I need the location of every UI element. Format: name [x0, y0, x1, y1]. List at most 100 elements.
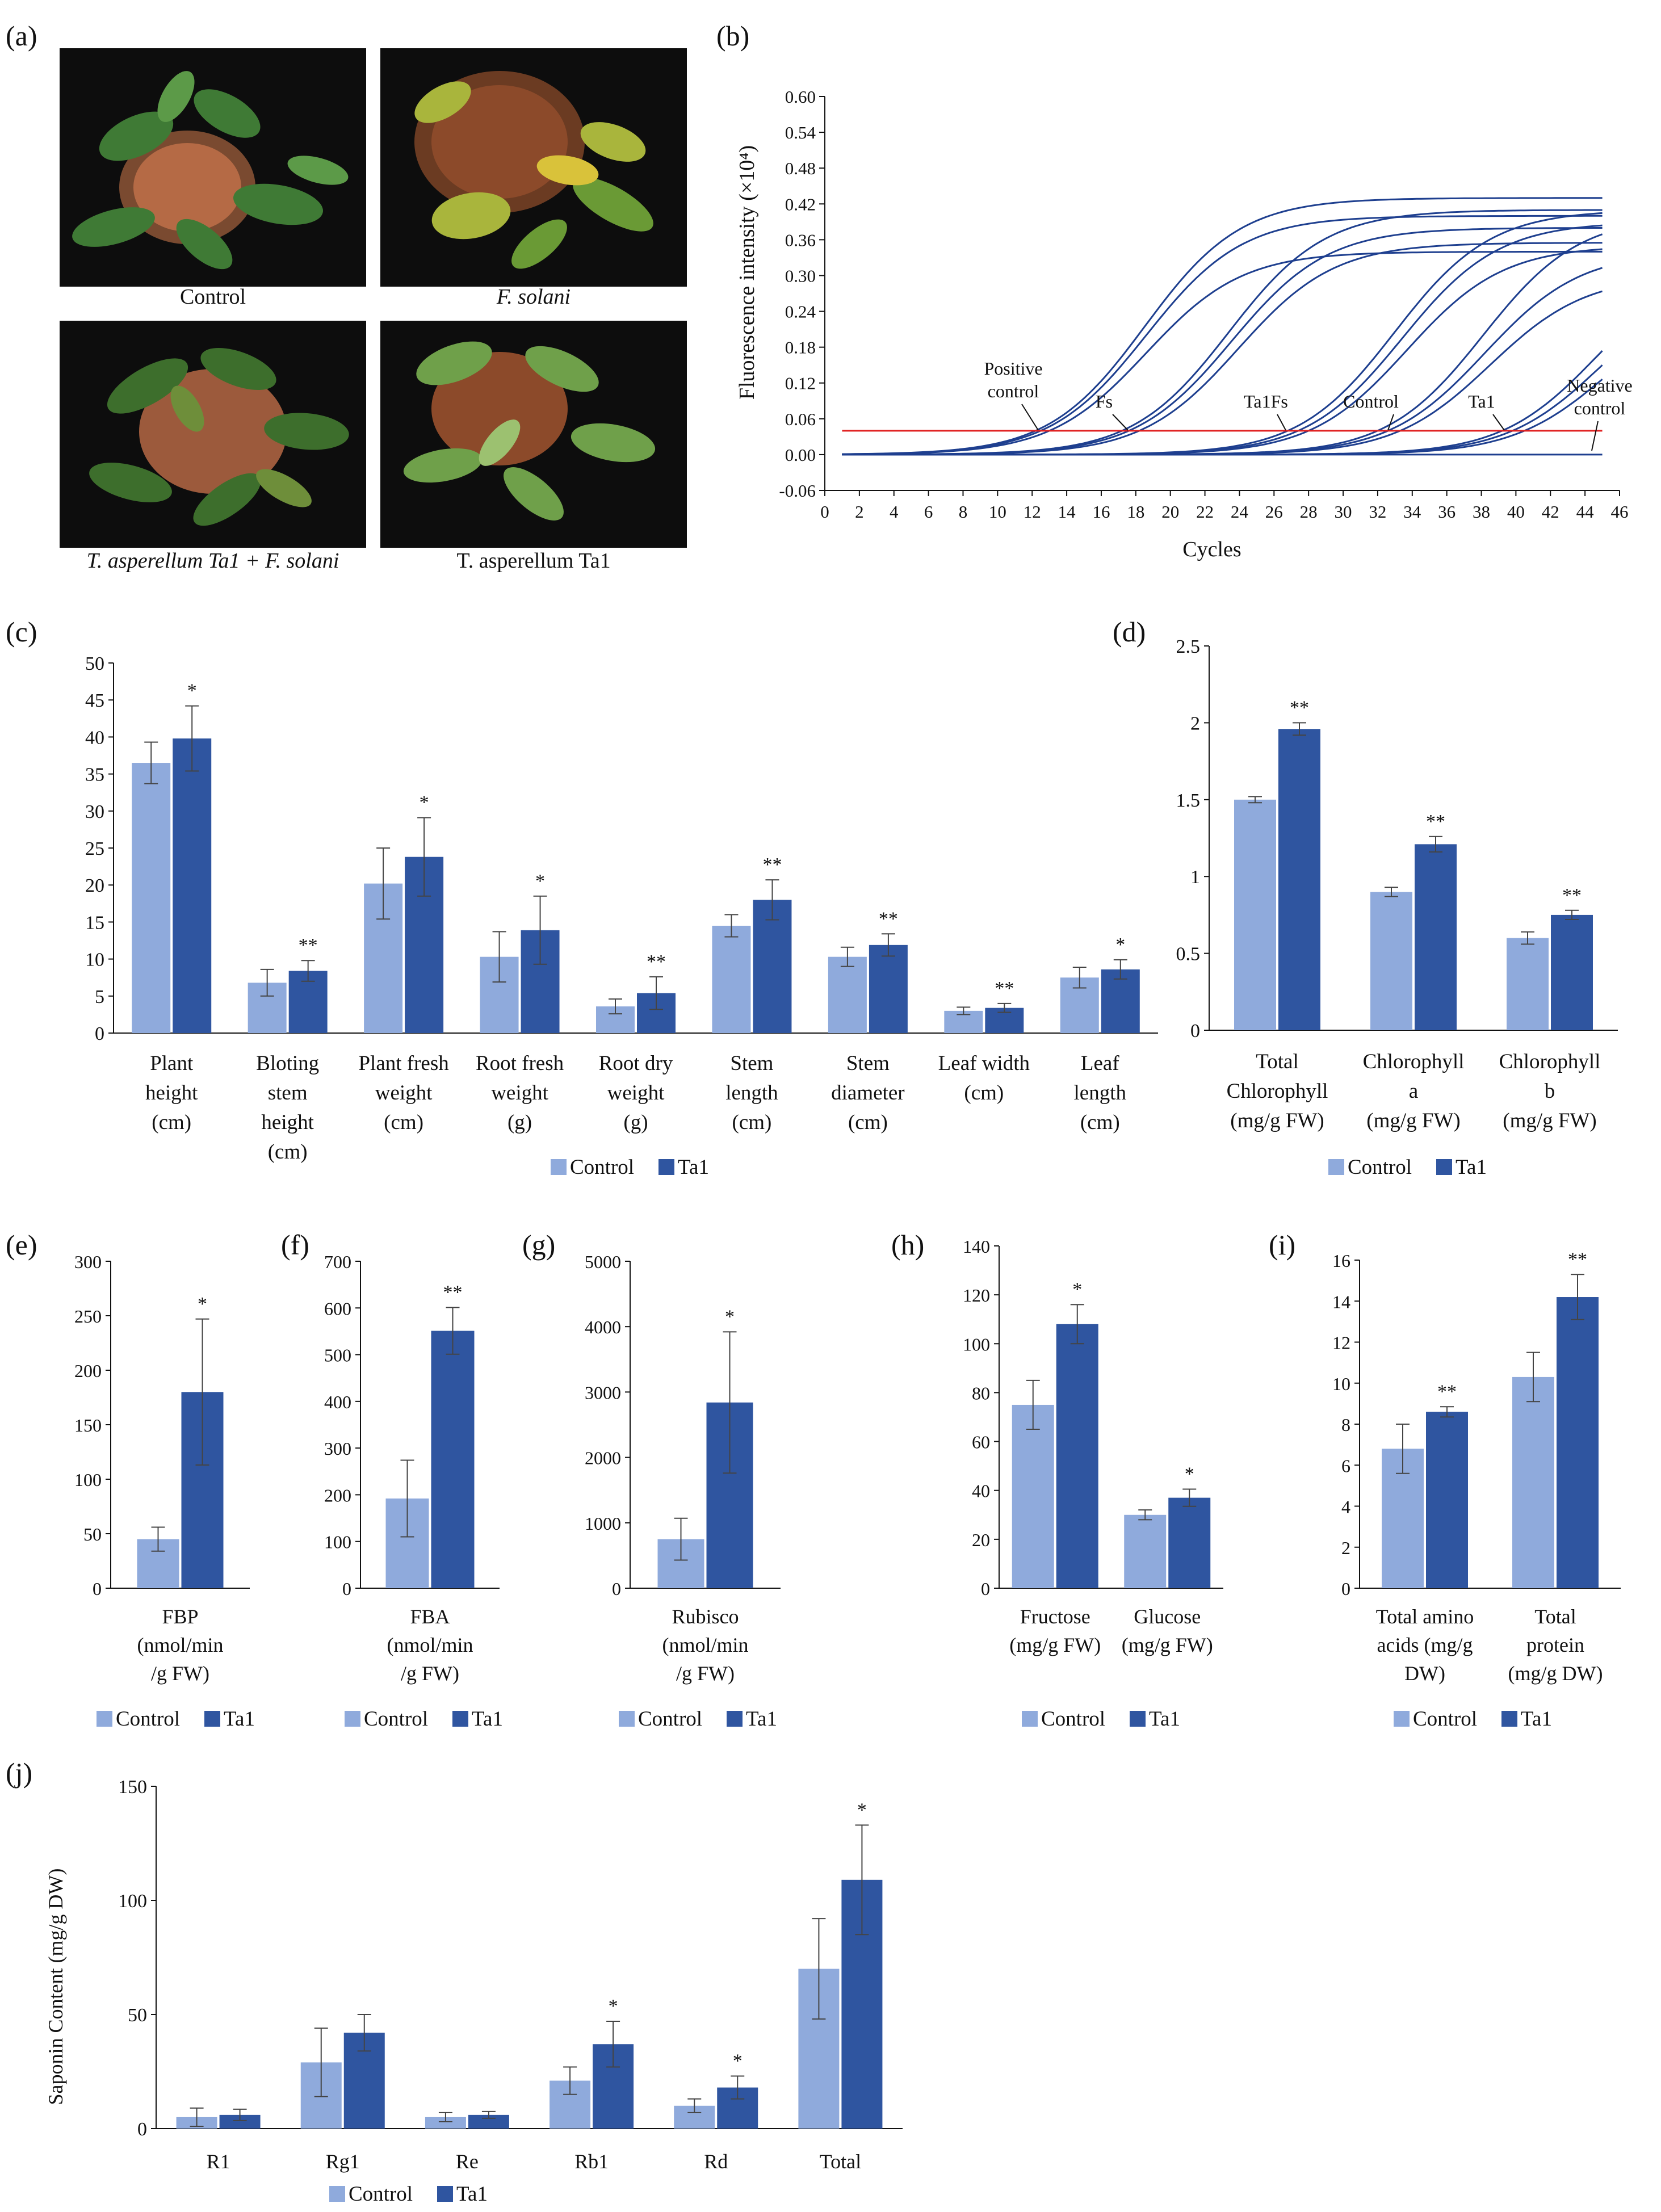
f-bar-ta1 — [431, 1330, 475, 1588]
i-bar-ta1 — [1557, 1297, 1599, 1588]
panel-c-label: (c) — [6, 616, 37, 648]
h-category-label: Glucose — [1134, 1605, 1201, 1628]
c-significance: * — [420, 792, 429, 813]
legend-swatch-control — [1022, 1711, 1038, 1727]
c-bar-ta1 — [869, 945, 908, 1033]
arrow-control — [1387, 414, 1394, 431]
h-significance: * — [1072, 1279, 1082, 1300]
panel-h-label: (h) — [891, 1229, 924, 1261]
d-ytick-label: 1 — [1190, 867, 1200, 888]
b-xtick-label: 20 — [1161, 502, 1179, 522]
i-ytick-label: 6 — [1341, 1455, 1350, 1476]
d-bar-control — [1234, 799, 1276, 1030]
arrow-fs — [1112, 414, 1129, 431]
amplification-curve — [842, 209, 1603, 456]
b-xtick-label: 0 — [820, 502, 829, 522]
f-ytick-label: 700 — [324, 1252, 351, 1272]
c-category-label: Root dry — [599, 1052, 673, 1075]
c-significance: ** — [647, 951, 666, 972]
c-category-label: (cm) — [848, 1111, 888, 1134]
b-xtick-label: 8 — [959, 502, 968, 522]
h-bar-ta1 — [1168, 1497, 1211, 1588]
f-category-label: FBA — [410, 1605, 450, 1628]
b-xtick-label: 40 — [1507, 502, 1525, 522]
b-xtick-label: 2 — [855, 502, 864, 522]
c-ytick-label: 40 — [85, 727, 104, 748]
j-ytick-label: 0 — [137, 2119, 147, 2140]
b-xtick-label: 30 — [1335, 502, 1352, 522]
panel-e-label: (e) — [6, 1229, 37, 1261]
h-ytick-label: 40 — [972, 1481, 990, 1501]
arrow-ta1 — [1492, 414, 1505, 431]
annot-control: Control — [1343, 391, 1399, 412]
d-ytick-label: 1.5 — [1176, 790, 1201, 811]
d-bar-ta1 — [1278, 729, 1320, 1030]
e-category-label: (nmol/min — [137, 1634, 224, 1656]
c-ytick-label: 30 — [85, 801, 104, 822]
amplification-curve — [842, 233, 1603, 456]
f-ytick-label: 500 — [324, 1345, 351, 1366]
legend-swatch-ta1 — [204, 1711, 220, 1727]
b-annotations: Positive control Fs Ta1Fs Control Ta1 Ne… — [984, 358, 1632, 418]
panel-b: (b) -0.06 0.00 0.06 0.12 0.18 0.24 0.30 0.36 0.4… — [716, 20, 1633, 561]
f-ytick-label: 600 — [324, 1298, 351, 1319]
b-ytick-label: 0.12 — [785, 373, 816, 393]
b-ytick-label: 0.00 — [785, 445, 816, 465]
j-significance: * — [609, 1996, 618, 2017]
annot-negative-2: control — [1574, 398, 1626, 418]
c-category-label: length — [1074, 1081, 1127, 1105]
h-ytick-label: 140 — [963, 1236, 990, 1257]
j-bar-control — [425, 2117, 466, 2129]
c-category-label: (g) — [507, 1111, 532, 1134]
amplification-curve — [842, 250, 1603, 455]
c-bar-control — [132, 763, 171, 1033]
i-category-label: acids (mg/g — [1377, 1634, 1473, 1656]
annot-positive-2: control — [988, 381, 1039, 401]
g-ytick-label: 4000 — [585, 1317, 621, 1337]
d-significance: ** — [1562, 885, 1582, 906]
j-category-label: Re — [456, 2150, 479, 2173]
d-ytick-label: 0.5 — [1176, 944, 1201, 965]
e-ytick-label: 100 — [74, 1470, 102, 1490]
i-category-label: Total amino — [1376, 1605, 1474, 1628]
photo-control — [60, 48, 366, 287]
c-category-label: (cm) — [1080, 1111, 1120, 1134]
d-category-label: Chlorophyll — [1227, 1080, 1328, 1103]
b-ytick-label: 0.30 — [785, 266, 816, 286]
i-significance: ** — [1437, 1381, 1457, 1402]
panel-a: (a) Control — [6, 20, 687, 573]
c-bar-ta1 — [1101, 969, 1140, 1033]
h-ytick-label: 60 — [972, 1432, 990, 1453]
d-bar-ta1 — [1415, 844, 1457, 1030]
b-ylabel: Fluorescence intensity (×10⁴) — [735, 145, 759, 400]
c-category-label: height — [261, 1111, 314, 1134]
legend-label-ta1: Ta1 — [678, 1156, 709, 1179]
g-category-label: /g FW) — [676, 1662, 735, 1685]
c-category-label: Leaf — [1081, 1052, 1119, 1075]
f-legend: Control Ta1 — [345, 1707, 503, 1731]
c-ytick-label: 15 — [85, 912, 104, 933]
i-ytick-label: 10 — [1332, 1374, 1350, 1394]
e-significance: * — [198, 1294, 207, 1315]
e-ytick-label: 50 — [83, 1524, 102, 1544]
h-ytick-label: 80 — [972, 1383, 990, 1403]
legend-label-control: Control — [364, 1707, 428, 1731]
j-category-label: Rd — [704, 2150, 728, 2173]
legend-swatch-control — [345, 1711, 360, 1727]
i-ytick-label: 2 — [1341, 1538, 1350, 1558]
legend-swatch-ta1 — [658, 1159, 674, 1175]
legend-swatch-control — [97, 1711, 112, 1727]
g-legend: Control Ta1 — [619, 1707, 777, 1731]
c-category-label: Bloting — [256, 1052, 319, 1075]
c-category-label: Plant — [150, 1052, 194, 1075]
c-significance: ** — [995, 978, 1014, 999]
annot-ta1: Ta1 — [1468, 391, 1495, 412]
c-ytick-label: 10 — [85, 950, 104, 971]
c-significance: * — [535, 871, 545, 892]
e-ytick-label: 0 — [93, 1579, 102, 1599]
annot-positive-1: Positive — [984, 358, 1042, 379]
panel-f-label: (f) — [281, 1229, 309, 1261]
amplification-curve — [842, 197, 1603, 455]
i-bar-ta1 — [1426, 1412, 1468, 1588]
e-legend: Control Ta1 — [97, 1707, 255, 1731]
